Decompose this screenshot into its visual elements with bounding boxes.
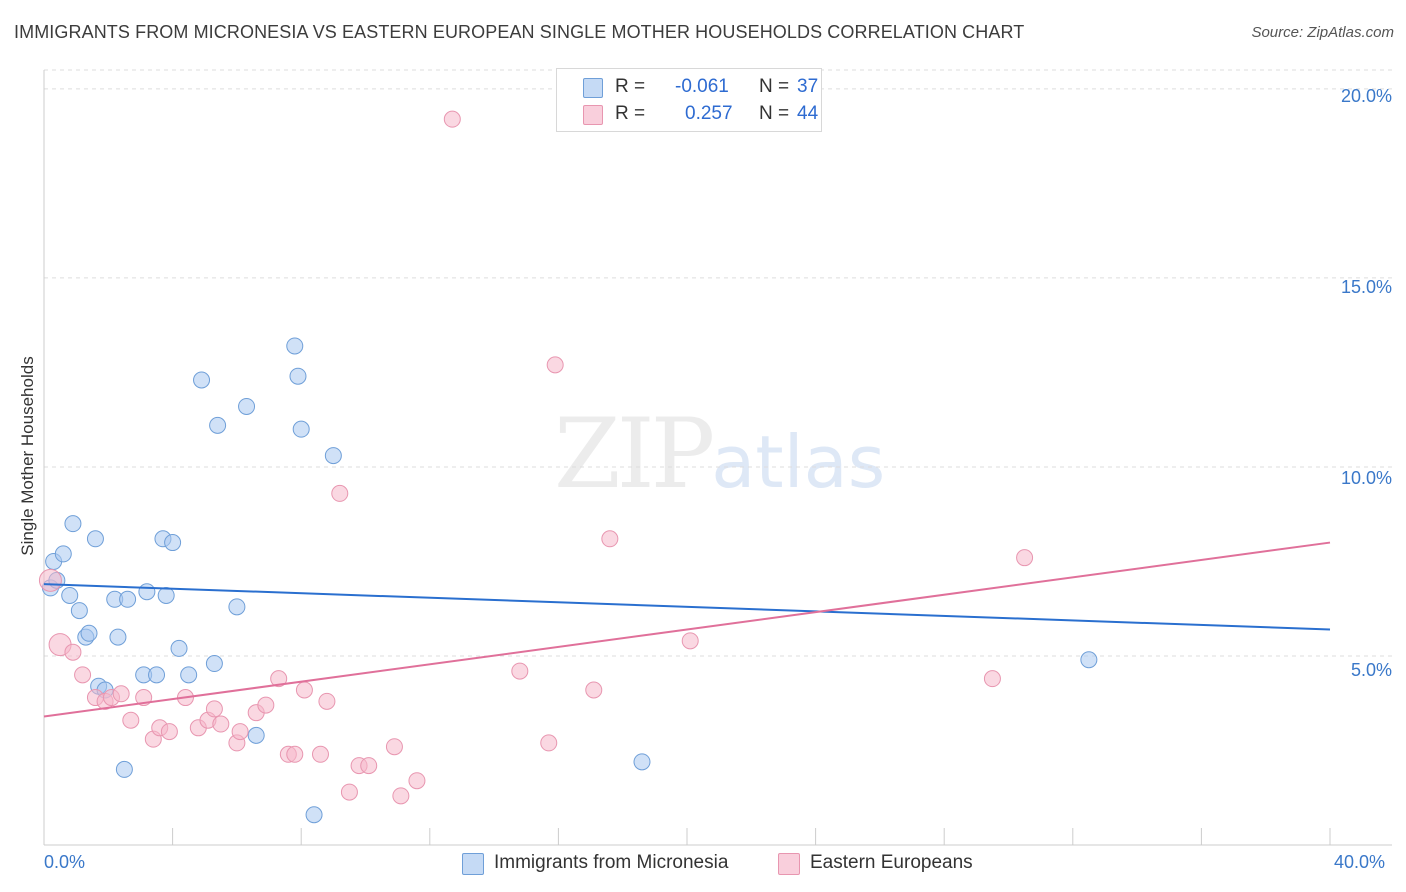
micronesia-point <box>305 806 323 824</box>
legend-r-value: 0.257 <box>685 103 733 124</box>
micronesia-trend-line <box>43 583 1331 631</box>
legend-r-label: R = <box>615 103 646 124</box>
y-tick-label-20: 20.0% <box>1340 86 1392 106</box>
y-axis-label: Single Mother Households <box>18 356 37 556</box>
micronesia-point <box>289 367 307 385</box>
x-tick-label-max: 40.0% <box>1334 852 1386 872</box>
micronesia-point <box>247 726 265 744</box>
legend-r-value: -0.061 <box>675 76 729 97</box>
micronesia-point <box>1080 651 1098 669</box>
eastern-europeans-point <box>681 632 699 650</box>
eastern-europeans-trend-line <box>43 541 1331 718</box>
source-note: Source: ZipAtlas.com <box>1251 24 1394 41</box>
eastern-europeans-point <box>340 783 358 801</box>
y-tick-label-15: 15.0% <box>1340 277 1392 297</box>
legend-n-value: 44 <box>797 103 819 124</box>
eastern-europeans-point <box>983 670 1001 688</box>
bottom-legend-swatch-blue <box>462 853 484 875</box>
legend-n-label: N = <box>759 103 790 124</box>
eastern-europeans-point <box>408 772 426 790</box>
legend-r-label: R = <box>615 76 646 97</box>
micronesia-point <box>292 420 310 438</box>
y-tick-label-5: 5.0% <box>1350 660 1392 680</box>
micronesia-point <box>205 655 223 673</box>
bottom-legend-swatch-pink <box>778 853 800 875</box>
eastern-europeans-point <box>392 787 410 805</box>
micronesia-point <box>193 371 211 389</box>
eastern-europeans-point <box>311 745 329 763</box>
eastern-europeans-point <box>212 715 230 733</box>
micronesia-point <box>157 586 175 604</box>
micronesia-point <box>170 639 188 657</box>
eastern-europeans-point <box>122 711 140 729</box>
legend-n-label: N = <box>759 76 790 97</box>
micronesia-point <box>164 534 182 552</box>
micronesia-point <box>109 628 127 646</box>
micronesia-point <box>228 598 246 616</box>
micronesia-point <box>209 416 227 434</box>
micronesia-point <box>115 760 133 778</box>
micronesia-point <box>286 337 304 355</box>
micronesia-point <box>70 602 88 620</box>
legend-swatch-pink <box>583 105 603 125</box>
eastern-europeans-point <box>205 700 223 718</box>
micronesia-point <box>86 530 104 548</box>
legend-swatch-blue <box>583 78 603 98</box>
eastern-europeans-point <box>231 723 249 741</box>
eastern-europeans-point <box>295 681 313 699</box>
micronesia-point <box>61 586 79 604</box>
eastern-europeans-point <box>38 568 62 592</box>
micronesia-point <box>80 624 98 642</box>
micronesia-point <box>238 397 256 415</box>
watermark-zip: ZIP <box>554 398 715 510</box>
eastern-europeans-point <box>64 643 82 661</box>
y-tick-label-10: 10.0% <box>1340 468 1392 488</box>
eastern-europeans-point <box>112 685 130 703</box>
eastern-europeans-point <box>74 666 92 684</box>
micronesia-point <box>138 583 156 601</box>
x-tick-label-min: 0.0% <box>44 852 86 872</box>
micronesia-point <box>119 590 137 608</box>
eastern-europeans-point <box>585 681 603 699</box>
eastern-europeans-point <box>1016 549 1034 567</box>
watermark: ZIPatlas <box>554 398 885 510</box>
bottom-legend-label: Eastern Europeans <box>810 852 973 873</box>
micronesia-point <box>148 666 166 684</box>
eastern-europeans-point <box>546 356 564 374</box>
bottom-legend-label: Immigrants from Micronesia <box>494 852 729 873</box>
legend-n-value: 37 <box>797 76 819 97</box>
eastern-europeans-point <box>160 723 178 741</box>
eastern-europeans-point <box>257 696 275 714</box>
eastern-europeans-point <box>540 734 558 752</box>
micronesia-point <box>324 447 342 465</box>
micronesia-point <box>180 666 198 684</box>
micronesia-point <box>633 753 651 771</box>
eastern-europeans-point <box>601 530 619 548</box>
micronesia-point <box>64 515 82 533</box>
eastern-europeans-point <box>270 670 288 688</box>
eastern-europeans-point <box>286 745 304 763</box>
eastern-europeans-point <box>318 692 336 710</box>
eastern-europeans-point <box>511 662 529 680</box>
chart-title: IMMIGRANTS FROM MICRONESIA VS EASTERN EU… <box>14 22 1025 42</box>
eastern-europeans-point <box>331 484 349 502</box>
correlation-legend: R = -0.061 N = 37 R = 0.257 N = 44 <box>556 68 822 132</box>
eastern-europeans-point <box>443 110 461 128</box>
watermark-atlas: atlas <box>711 420 886 504</box>
eastern-europeans-point <box>360 757 378 775</box>
eastern-europeans-point <box>385 738 403 756</box>
micronesia-point <box>54 545 72 563</box>
